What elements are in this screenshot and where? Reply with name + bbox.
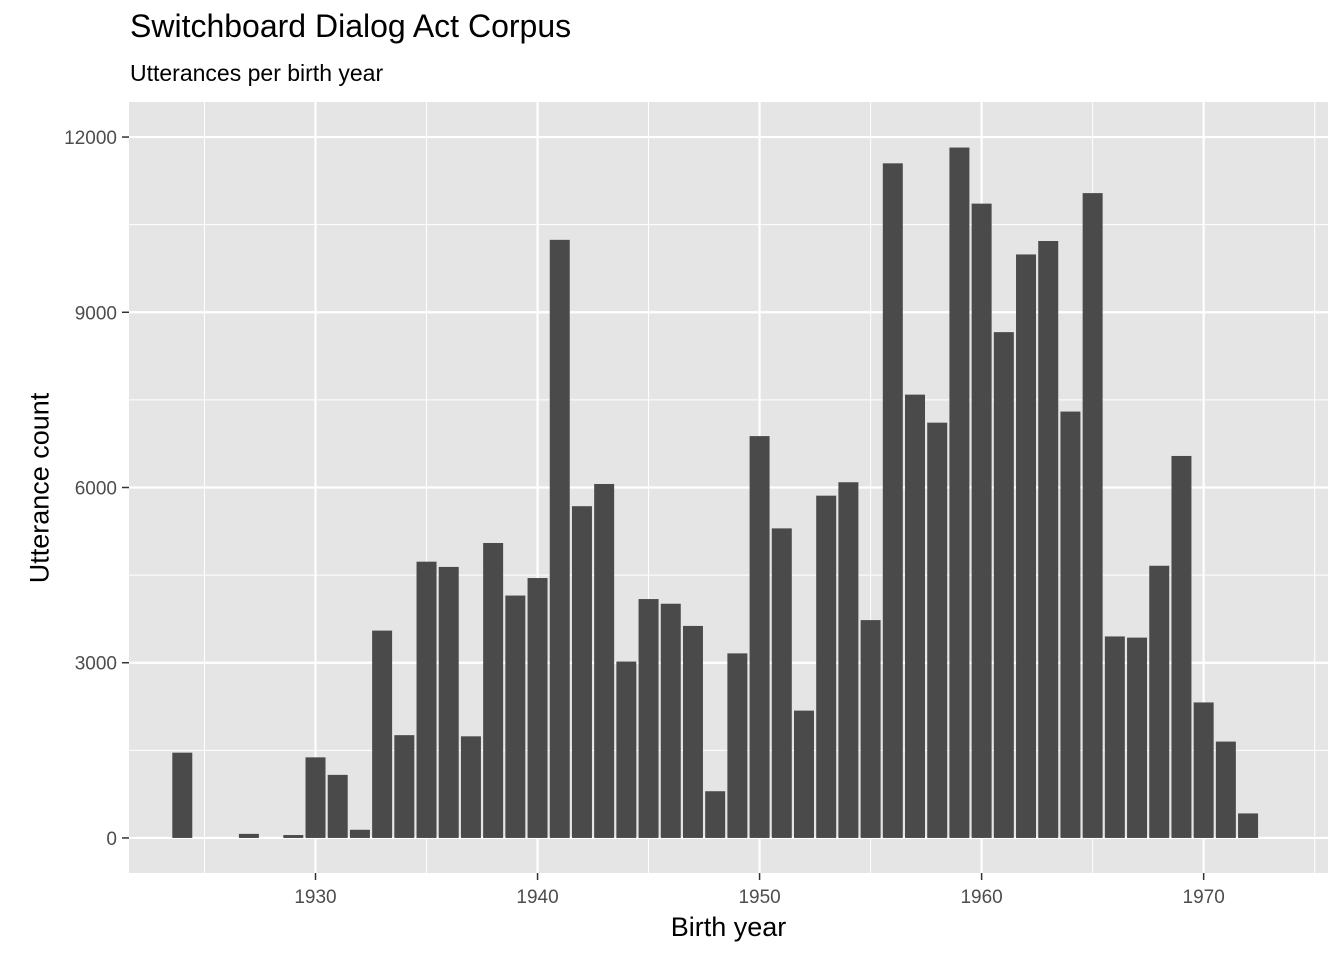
bar-1969 <box>1171 455 1192 838</box>
bar-1971 <box>1215 741 1236 838</box>
y-axis: 0 3000 6000 9000 12000 <box>64 128 129 850</box>
x-tick-label: 1940 <box>516 887 558 908</box>
bar-1948 <box>705 791 726 838</box>
bar-1939 <box>505 595 526 838</box>
bar-1968 <box>1149 565 1170 838</box>
bar-1946 <box>660 603 681 838</box>
bar-1960 <box>971 203 992 838</box>
bar-1937 <box>460 736 481 838</box>
y-tick-label: 3000 <box>75 654 117 675</box>
x-tick-label: 1970 <box>1183 887 1225 908</box>
bar-1951 <box>771 528 792 838</box>
bar-1952 <box>794 710 814 838</box>
bar-1949 <box>727 653 748 838</box>
bar-1930 <box>305 757 326 838</box>
bar-1967 <box>1127 637 1148 838</box>
bar-1972 <box>1238 813 1259 838</box>
y-tick-label: 9000 <box>75 303 117 324</box>
chart-title: Switchboard Dialog Act Corpus <box>130 8 572 44</box>
bar-1932 <box>349 829 370 838</box>
bar-1941 <box>549 239 570 838</box>
bar-1965 <box>1082 193 1103 838</box>
bar-1933 <box>372 630 393 838</box>
bar-1929 <box>283 835 304 838</box>
bar-1931 <box>327 774 348 838</box>
bar-1962 <box>1016 254 1037 838</box>
bar-1966 <box>1104 636 1125 838</box>
y-axis-label: Utterance count <box>24 392 55 584</box>
y-tick-label: 0 <box>106 829 117 850</box>
bar-1943 <box>594 483 615 838</box>
bar-1950 <box>749 436 770 838</box>
bar-1927 <box>238 833 259 838</box>
bar-1959 <box>949 147 970 838</box>
bar-1936 <box>438 566 459 838</box>
bar-1935 <box>416 561 437 838</box>
bar-1958 <box>927 422 948 838</box>
bar-1947 <box>682 625 703 838</box>
bar-1955 <box>860 620 881 838</box>
bar-1934 <box>394 735 415 838</box>
bar-1938 <box>483 542 504 838</box>
bar-1954 <box>838 482 859 838</box>
bars <box>172 147 1259 838</box>
bar-1924 <box>172 752 193 838</box>
bar-1957 <box>905 394 926 838</box>
bar-1964 <box>1060 411 1081 838</box>
bar-1942 <box>571 506 592 838</box>
bar-1970 <box>1193 702 1214 838</box>
bar-1963 <box>1038 241 1059 838</box>
y-tick-label: 12000 <box>64 128 117 149</box>
x-axis: 1930 1940 1950 1960 1970 <box>294 873 1225 908</box>
bar-1940 <box>527 578 548 838</box>
x-tick-label: 1960 <box>960 887 1002 908</box>
x-axis-label: Birth year <box>670 912 787 942</box>
bar-1944 <box>616 661 637 838</box>
chart-subtitle: Utterances per birth year <box>130 60 384 86</box>
x-tick-label: 1950 <box>738 887 780 908</box>
bar-1945 <box>638 599 659 838</box>
bar-1956 <box>882 163 903 838</box>
bar-1953 <box>816 495 837 838</box>
y-tick-label: 6000 <box>75 479 117 500</box>
x-tick-label: 1930 <box>294 887 336 908</box>
bar-1961 <box>993 332 1014 838</box>
